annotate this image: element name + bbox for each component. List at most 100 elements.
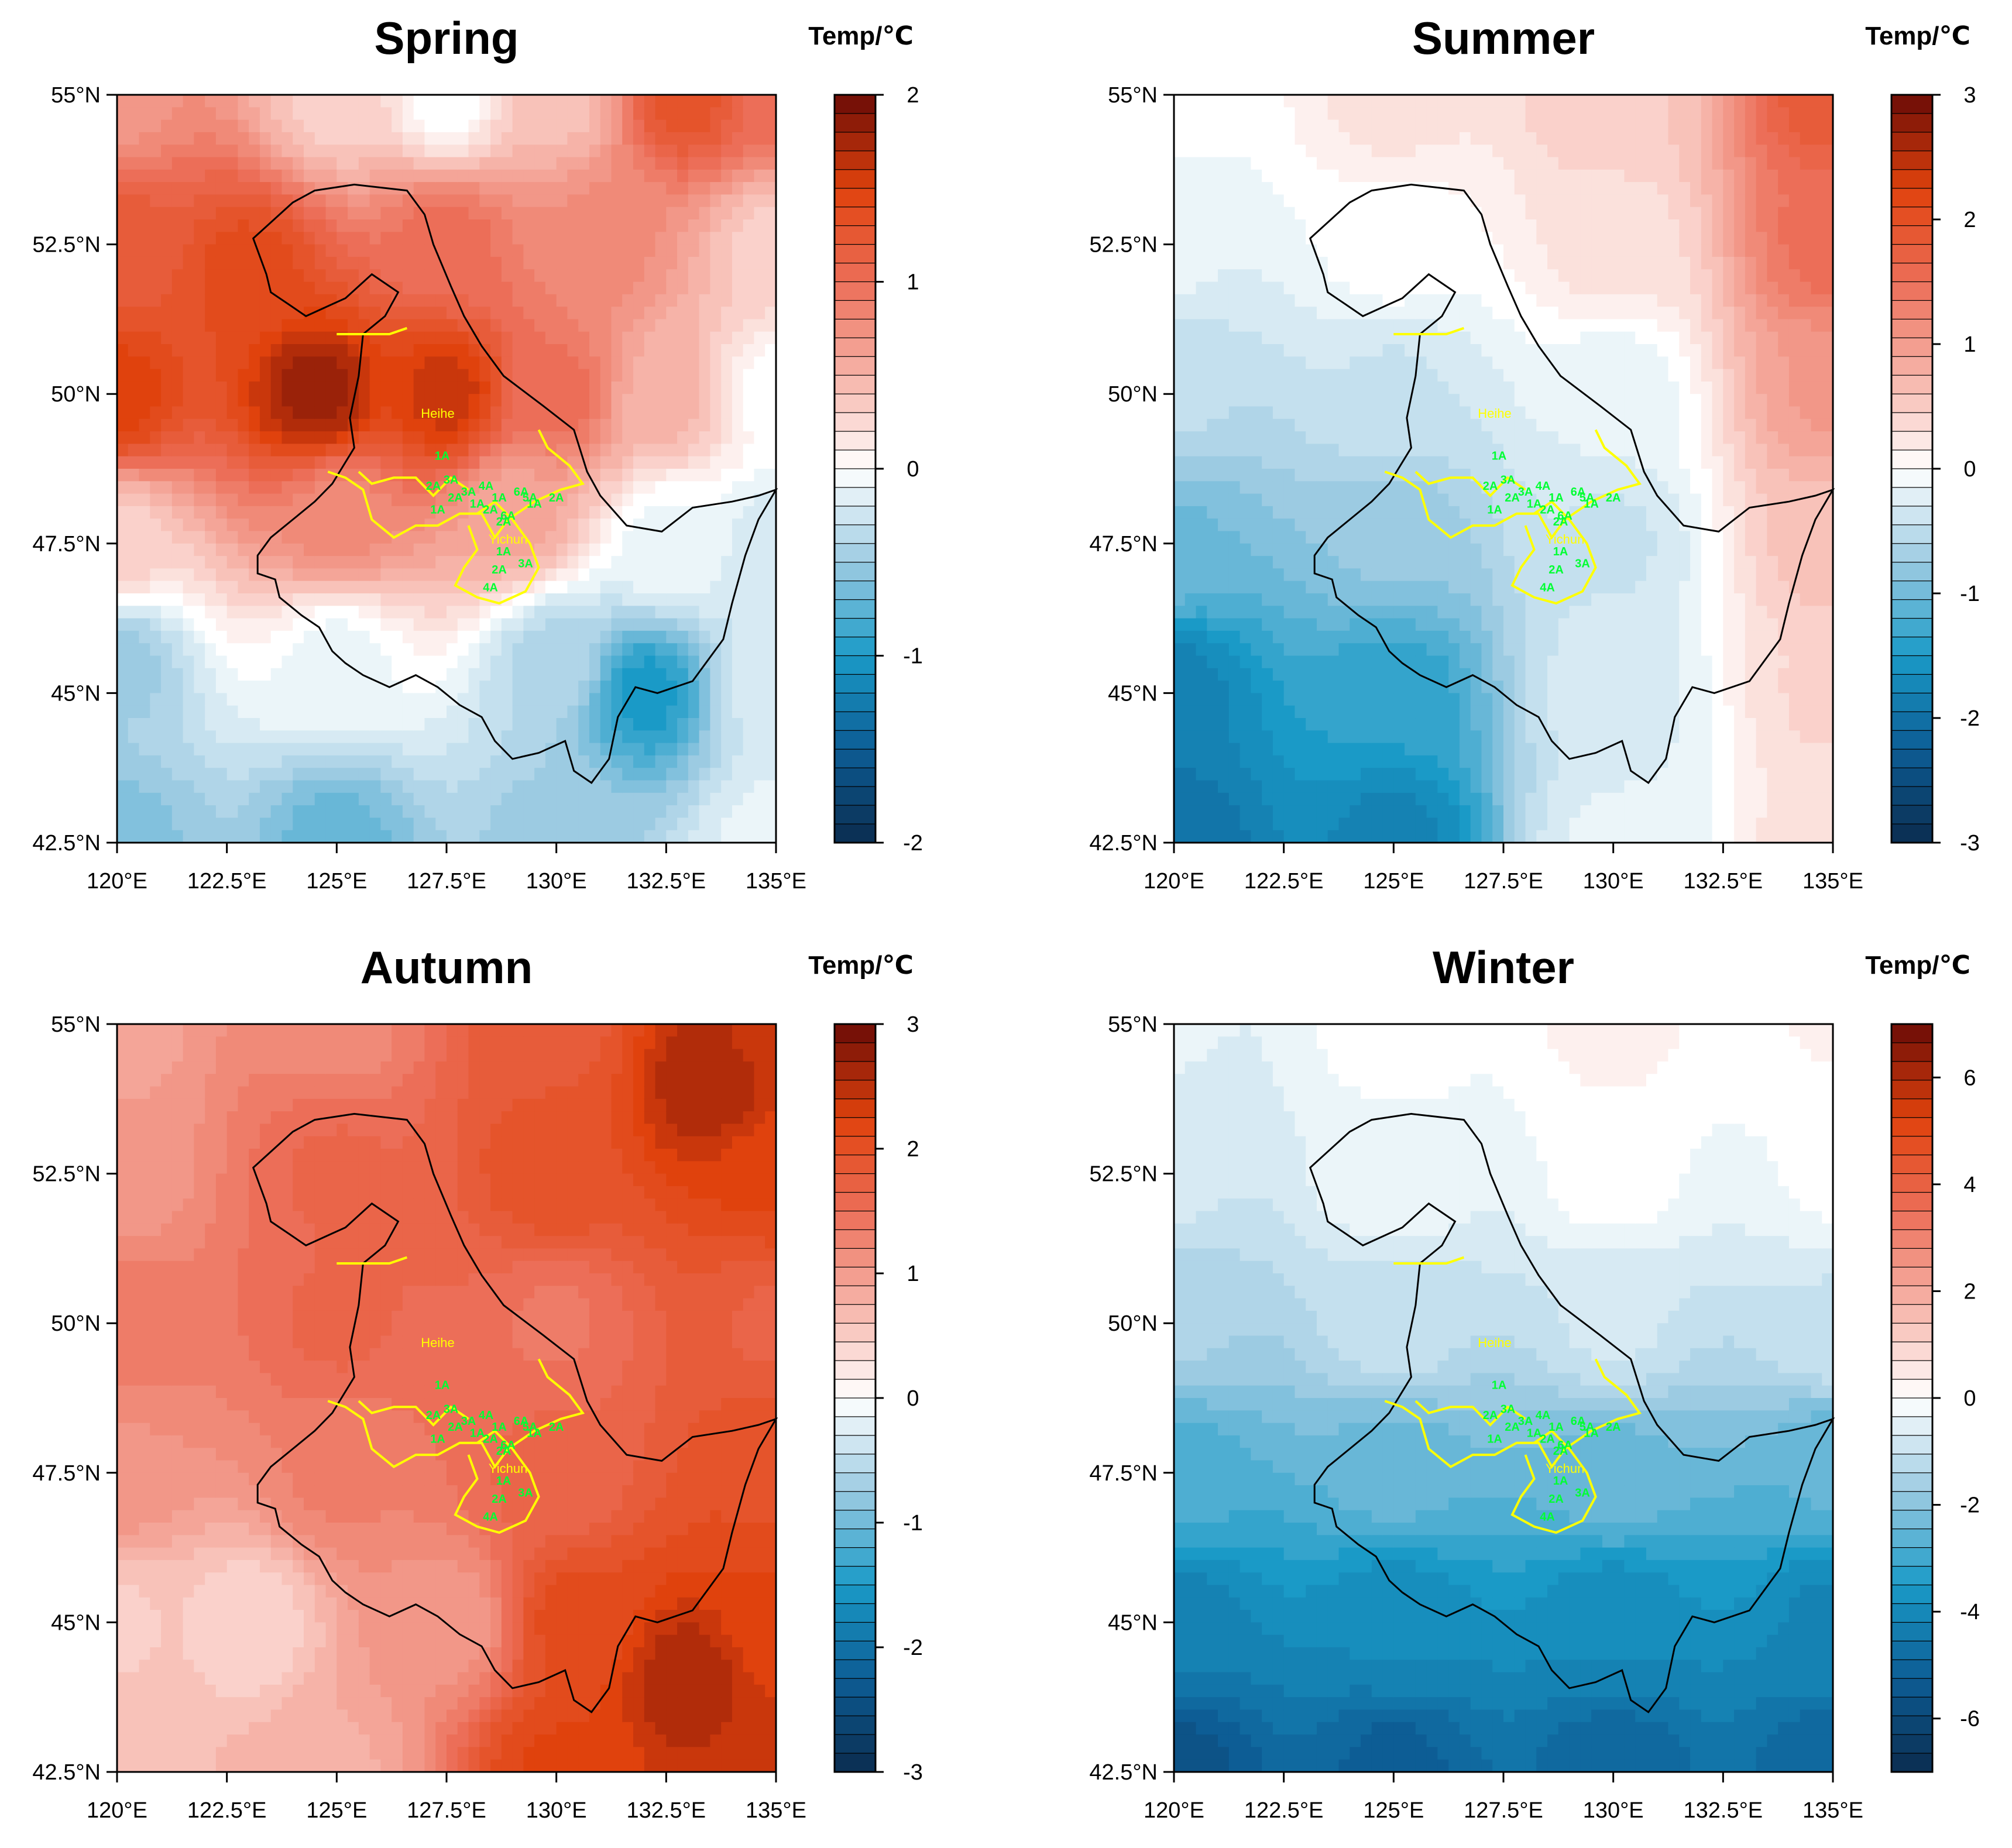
summer-station-label: 1A bbox=[1527, 498, 1542, 511]
autumn-y-tick-label: 47.5°N bbox=[32, 1461, 101, 1486]
winter-station-label: 6A bbox=[1571, 1415, 1586, 1428]
summer-province-border bbox=[1309, 183, 1835, 784]
winter-city-boundary-3 bbox=[1510, 1429, 1597, 1534]
autumn-y-tick-label: 52.5°N bbox=[32, 1162, 101, 1187]
summer-title: Summer bbox=[1412, 12, 1595, 64]
summer-colorbar-title: Temp/℃ bbox=[1865, 22, 1970, 50]
summer-station-label: 1A bbox=[1584, 498, 1599, 511]
winter-station-label: 1A bbox=[1487, 1433, 1502, 1446]
winter-city-name: Heihe bbox=[1478, 1335, 1511, 1350]
winter-y-tick-label: 50°N bbox=[1108, 1311, 1158, 1336]
summer-station-label: 6A bbox=[1571, 486, 1586, 499]
winter-city-boundary-0 bbox=[1393, 1256, 1465, 1265]
summer-colorbar-tick-label: 0 bbox=[1963, 457, 1976, 482]
spring-station-label: 6A bbox=[500, 510, 516, 523]
spring-x-tick-label: 125°E bbox=[306, 869, 367, 894]
winter-x-tick-label: 135°E bbox=[1802, 1798, 1863, 1823]
autumn-province-border bbox=[252, 1112, 778, 1713]
winter-x-tick-label: 122.5°E bbox=[1244, 1798, 1324, 1823]
spring-y-tick-label: 45°N bbox=[51, 681, 101, 706]
spring-city-boundary-3 bbox=[454, 500, 540, 605]
spring-station-label: 1A bbox=[527, 498, 542, 511]
spring-station-label: 2A bbox=[448, 492, 463, 504]
winter-station-label: 6A bbox=[1557, 1439, 1572, 1452]
autumn-city-boundary-2 bbox=[358, 1400, 469, 1427]
summer-y-tick-label: 42.5°N bbox=[1089, 831, 1158, 856]
summer-x-tick-label: 122.5°E bbox=[1244, 869, 1324, 894]
autumn-station-label: 6A bbox=[500, 1439, 516, 1452]
autumn-station-label: 4A bbox=[479, 1409, 494, 1422]
autumn-station-label: 2A bbox=[448, 1421, 463, 1434]
summer-city-name: Yichun bbox=[1546, 532, 1584, 547]
autumn-x-tick-label: 120°E bbox=[87, 1798, 147, 1823]
autumn-colorbar-tick-label: 0 bbox=[907, 1386, 919, 1411]
winter-colorbar-tick-label: -4 bbox=[1960, 1600, 1980, 1624]
summer-city-name: Heihe bbox=[1478, 406, 1511, 421]
autumn-colorbar-tick-label: 3 bbox=[907, 1012, 919, 1037]
winter-y-tick-label: 55°N bbox=[1108, 1012, 1158, 1037]
spring-y-tick-label: 55°N bbox=[51, 83, 101, 108]
summer-y-tick-label: 45°N bbox=[1108, 681, 1158, 706]
autumn-x-tick-label: 122.5°E bbox=[187, 1798, 267, 1823]
winter-colorbar-tick-label: 2 bbox=[1963, 1279, 1976, 1304]
summer-x-tick-label: 130°E bbox=[1583, 869, 1644, 894]
summer-colorbar-tick-label: -2 bbox=[1960, 706, 1980, 731]
spring-station-label: 2A bbox=[483, 504, 498, 517]
autumn-title: Autumn bbox=[360, 942, 533, 993]
autumn-station-label: 4A bbox=[483, 1511, 498, 1524]
autumn-colorbar-tick-label: -2 bbox=[903, 1636, 923, 1660]
autumn-city-name: Yichun bbox=[489, 1461, 527, 1476]
spring-station-label: 2A bbox=[549, 492, 564, 504]
winter-city-name: Yichun bbox=[1546, 1461, 1584, 1476]
spring-colorbar-tick-label: -2 bbox=[903, 831, 923, 856]
autumn-station-label: 2A bbox=[492, 1493, 507, 1506]
winter-station-label: 4A bbox=[1536, 1409, 1551, 1422]
summer-city-boundary-1 bbox=[1384, 429, 1642, 540]
spring-city-boundary-1 bbox=[327, 429, 585, 540]
autumn-colorbar-tick-label: 2 bbox=[907, 1137, 919, 1162]
spring-colorbar: -2 -1 0 1 2 bbox=[833, 83, 923, 856]
spring-city-boundary-0 bbox=[337, 327, 408, 335]
spring-x-tick-label: 132.5°E bbox=[627, 869, 706, 894]
summer-y-tick-label: 50°N bbox=[1108, 382, 1158, 407]
summer-station-label: 3A bbox=[1518, 486, 1533, 499]
summer-colorbar-tick-label: -3 bbox=[1960, 831, 1980, 856]
winter-station-label: 3A bbox=[1575, 1487, 1590, 1500]
winter-station-label: 2A bbox=[1540, 1433, 1555, 1446]
summer-station-label: 4A bbox=[1540, 582, 1555, 595]
spring-station-label: 1A bbox=[430, 504, 445, 517]
autumn-x-tick-label: 130°E bbox=[526, 1798, 587, 1823]
winter-station-label: 3A bbox=[1501, 1403, 1516, 1416]
winter-station-label: 4A bbox=[1540, 1511, 1555, 1524]
winter-station-label: 1A bbox=[1553, 1475, 1568, 1488]
winter-colorbar-tick-label: 4 bbox=[1963, 1173, 1976, 1197]
autumn-station-label: 1A bbox=[430, 1433, 445, 1446]
summer-station-label: 2A bbox=[1549, 564, 1564, 576]
winter-station-label: 2A bbox=[1606, 1421, 1621, 1434]
winter-station-label: 2A bbox=[1553, 1445, 1568, 1458]
summer-station-label: 2A bbox=[1553, 516, 1568, 528]
winter-station-label: 2A bbox=[1483, 1409, 1498, 1422]
spring-x-tick-label: 135°E bbox=[746, 869, 806, 894]
spring-station-label: 2A bbox=[426, 480, 441, 493]
summer-station-label: 4A bbox=[1536, 480, 1551, 493]
autumn-station-label: 3A bbox=[461, 1415, 476, 1428]
autumn-colorbar-tick-label: 1 bbox=[907, 1262, 919, 1286]
spring-colorbar-tick-label: 2 bbox=[907, 83, 919, 108]
spring-station-label: 2A bbox=[492, 564, 507, 576]
summer-station-label: 1A bbox=[1487, 504, 1502, 517]
autumn-colorbar: -3 -2 -1 0 1 2 3 bbox=[833, 1012, 923, 1785]
summer-y-tick-label: 55°N bbox=[1108, 83, 1158, 108]
spring-province-border bbox=[252, 183, 778, 784]
summer-station-label: 3A bbox=[1501, 474, 1516, 487]
autumn-city-boundary-0 bbox=[337, 1256, 408, 1265]
winter-colorbar-title: Temp/℃ bbox=[1865, 951, 1970, 980]
spring-station-label: 3A bbox=[444, 474, 459, 487]
spring-x-tick-label: 127.5°E bbox=[407, 869, 486, 894]
autumn-colorbar-tick-label: -1 bbox=[903, 1511, 923, 1536]
summer-x-tick-label: 127.5°E bbox=[1464, 869, 1543, 894]
autumn-y-tick-label: 50°N bbox=[51, 1311, 101, 1336]
winter-station-label: 3A bbox=[1518, 1415, 1533, 1428]
